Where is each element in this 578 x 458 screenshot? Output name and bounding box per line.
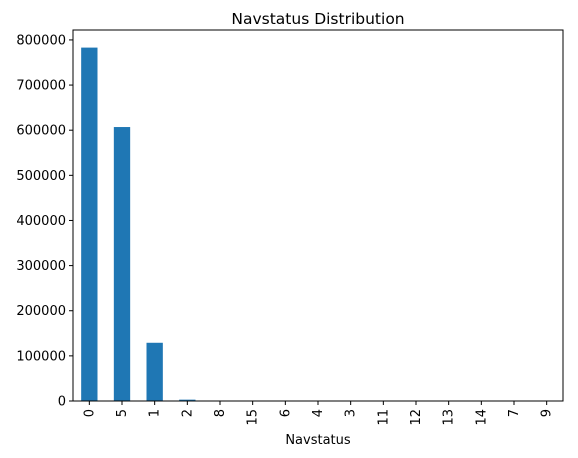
x-tick-label: 12 <box>409 409 424 426</box>
x-tick-label: 9 <box>540 409 555 417</box>
y-axis: 0 100000 200000 300000 400000 500000 600000 700… <box>16 33 73 410</box>
y-tick-label: 400000 <box>16 214 66 229</box>
x-tick-label: 8 <box>213 409 228 417</box>
x-tick-label: 6 <box>278 409 293 417</box>
bar-2 <box>179 399 196 401</box>
x-axis: 0 5 1 2 8 15 6 4 3 11 12 13 14 7 9 <box>82 401 555 426</box>
bar-5 <box>113 127 131 401</box>
plot-frame <box>72 29 564 402</box>
x-tick-label: 5 <box>115 409 130 417</box>
x-tick-label: 4 <box>311 409 326 417</box>
x-tick-label: 7 <box>507 409 522 417</box>
x-tick-label: 2 <box>180 409 195 417</box>
x-tick-label: 1 <box>148 409 163 417</box>
x-tick-label: 15 <box>246 409 261 426</box>
y-tick-label: 200000 <box>16 304 66 319</box>
bar-1 <box>146 342 163 401</box>
y-tick-label: 600000 <box>16 124 66 139</box>
y-tick-label: 0 <box>58 395 66 410</box>
y-tick-label: 500000 <box>16 169 66 184</box>
x-tick-label: 14 <box>474 409 489 426</box>
chart-title: Navstatus Distribution <box>231 10 404 28</box>
y-tick-label: 300000 <box>16 259 66 274</box>
bars-group <box>81 47 555 402</box>
x-tick-label: 13 <box>442 409 457 426</box>
y-tick-label: 100000 <box>16 349 66 364</box>
bar-0 <box>81 47 98 402</box>
x-tick-label: 0 <box>82 409 97 417</box>
x-tick-label: 11 <box>376 409 391 426</box>
y-tick-label: 800000 <box>16 33 66 48</box>
x-tick-label: 3 <box>344 409 359 417</box>
y-tick-label: 700000 <box>16 79 66 94</box>
x-axis-label: Navstatus <box>285 433 351 448</box>
